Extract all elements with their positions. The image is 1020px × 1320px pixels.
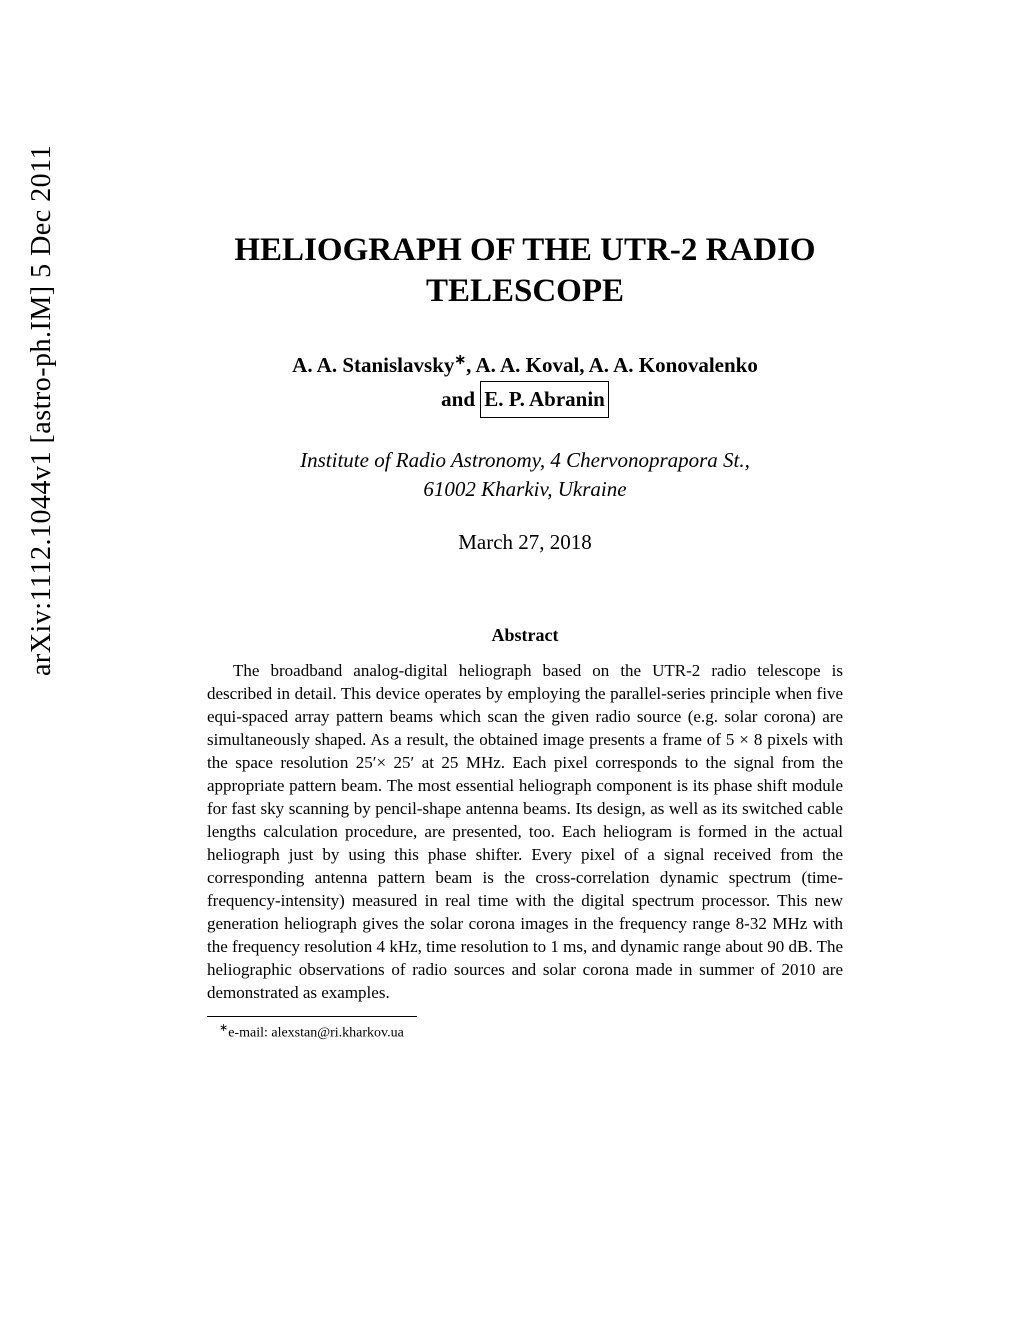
author-boxed: E. P. Abranin [480,381,609,418]
authors: A. A. Stanislavsky∗, A. A. Koval, A. A. … [165,349,885,418]
paper-date: March 27, 2018 [165,530,885,555]
footnote-rule [207,1016,417,1017]
affiliation-line-2: 61002 Kharkiv, Ukraine [423,477,626,501]
affiliation: Institute of Radio Astronomy, 4 Chervono… [165,446,885,505]
abstract-text: The broadband analog-digital heliograph … [165,660,885,1004]
affiliation-line-1: Institute of Radio Astronomy, 4 Chervono… [300,448,750,472]
author-segment: A. A. Stanislavsky [292,353,454,377]
title-line-2: TELESCOPE [426,273,624,309]
footnote-text: e-mail: alexstan@ri.kharkov.ua [228,1026,404,1041]
abstract-heading: Abstract [165,625,885,646]
footnote-marker: ∗ [219,1022,228,1034]
footnote: ∗e-mail: alexstan@ri.kharkov.ua [165,1021,885,1042]
author-footnote-marker: ∗ [454,353,466,368]
arxiv-stamp: arXiv:1112.1044v1 [astro-ph.IM] 5 Dec 20… [26,145,58,676]
title-line-1: HELIOGRAPH OF THE UTR-2 RADIO [234,232,815,268]
author-segment: , A. A. Koval, A. A. Konovalenko [466,353,758,377]
author-segment: and [441,387,480,411]
paper-body: HELIOGRAPH OF THE UTR-2 RADIO TELESCOPE … [165,230,885,1042]
paper-title: HELIOGRAPH OF THE UTR-2 RADIO TELESCOPE [165,230,885,313]
